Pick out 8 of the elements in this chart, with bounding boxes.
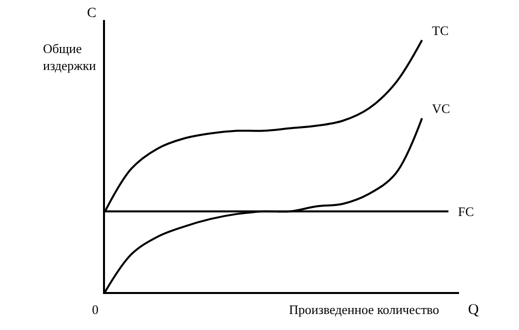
text: Произведенное количество: [289, 302, 440, 317]
text: 0: [92, 302, 98, 317]
series-label: TC: [432, 23, 449, 38]
y-axis-title: C: [87, 6, 96, 21]
series-label: FC: [458, 204, 474, 219]
text: Общие издержки: [43, 41, 96, 73]
series-label: VC: [432, 101, 450, 116]
x-axis-title: Q: [468, 302, 479, 318]
